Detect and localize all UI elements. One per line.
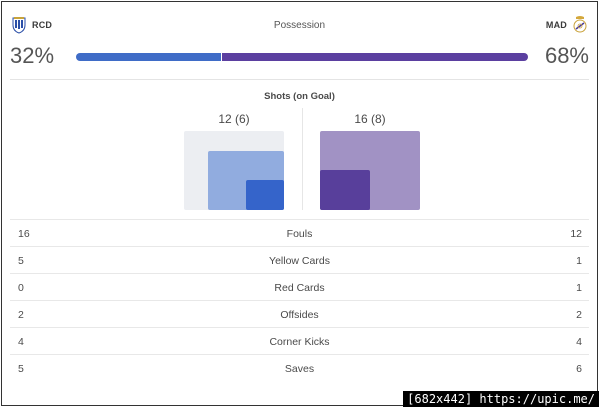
- home-team: RCD: [12, 16, 52, 34]
- stat-row-red-cards: 0 Red Cards 1: [10, 273, 589, 300]
- away-team: MAD: [546, 16, 587, 34]
- possession-title: Possession: [273, 20, 326, 31]
- away-shots-on-goal-box: [320, 170, 370, 210]
- home-shots-label: 12 (6): [218, 112, 250, 126]
- home-possession-percent: 32%: [10, 43, 55, 68]
- stat-label: Saves: [284, 363, 315, 375]
- stat-row-saves: 5 Saves 6: [10, 354, 589, 381]
- watermark: [682x442] https://upic.me/: [403, 391, 599, 407]
- away-shots-label: 16 (8): [354, 112, 386, 126]
- home-value: 0: [18, 282, 24, 294]
- stat-label: Fouls: [286, 228, 313, 240]
- home-value: 2: [18, 309, 24, 321]
- stat-row-corner-kicks: 4 Corner Kicks 4: [10, 327, 589, 354]
- away-possession-fill: [221, 53, 528, 61]
- home-value: 4: [18, 336, 24, 348]
- away-value: 1: [576, 282, 582, 294]
- home-shots-on-goal-box: [246, 180, 284, 210]
- home-team-abbrev: RCD: [32, 20, 53, 30]
- shots-title: Shots (on Goal): [264, 91, 335, 102]
- possession-bar: [76, 53, 528, 61]
- away-team-abbrev: MAD: [545, 20, 567, 30]
- stat-row-fouls: 16 Fouls 12: [10, 219, 589, 246]
- stat-label: Yellow Cards: [269, 255, 330, 267]
- shots-divider: [302, 108, 303, 210]
- away-value: 2: [576, 309, 582, 321]
- stat-row-yellow-cards: 5 Yellow Cards 1: [10, 246, 589, 273]
- stats-table: 16 Fouls 12 5 Yellow Cards 1 0 Red Cards…: [10, 219, 589, 381]
- espanyol-crest-icon: [12, 17, 26, 34]
- stat-label: Corner Kicks: [269, 336, 330, 348]
- stat-label: Offsides: [280, 309, 319, 321]
- home-possession-fill: [76, 53, 221, 61]
- away-possession-percent: 68%: [544, 43, 589, 68]
- possession-bar-separator: [220, 53, 222, 61]
- real-madrid-crest-icon: [573, 16, 587, 33]
- stat-row-offsides: 2 Offsides 2: [10, 300, 589, 327]
- home-value: 5: [18, 255, 24, 267]
- away-value: 12: [570, 228, 582, 240]
- stat-label: Red Cards: [274, 282, 325, 294]
- section-divider: [10, 79, 589, 80]
- away-value: 6: [576, 363, 582, 375]
- away-value: 4: [576, 336, 582, 348]
- home-value: 5: [18, 363, 24, 375]
- home-value: 16: [18, 228, 30, 240]
- away-value: 1: [576, 255, 582, 267]
